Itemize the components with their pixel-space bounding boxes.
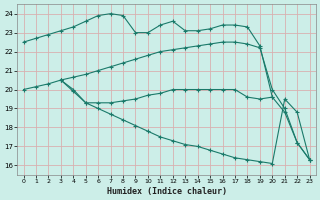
X-axis label: Humidex (Indice chaleur): Humidex (Indice chaleur) xyxy=(107,187,227,196)
